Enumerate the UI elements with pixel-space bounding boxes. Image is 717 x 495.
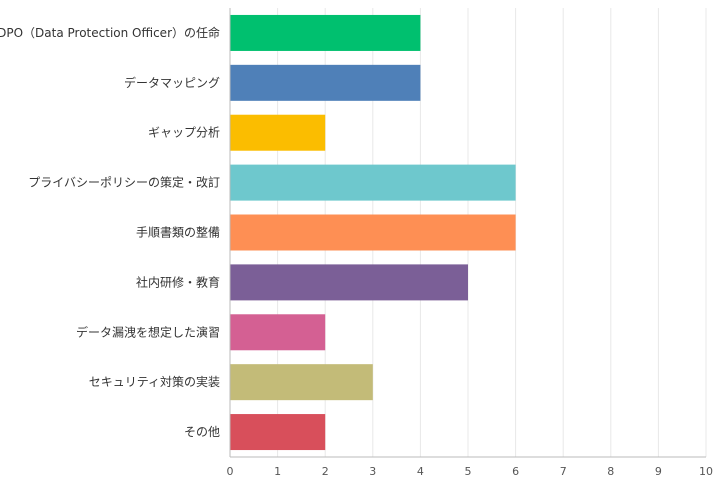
- bar-1: [230, 64, 421, 101]
- category-label-6: データ漏洩を想定した演習: [76, 324, 220, 339]
- category-label-2: ギャップ分析: [148, 126, 220, 140]
- bar-2: [230, 114, 326, 151]
- category-label-8: その他: [184, 425, 220, 439]
- x-tick-label-6: 6: [512, 465, 519, 478]
- x-tick-label-5: 5: [465, 465, 472, 478]
- bar-4: [230, 214, 516, 251]
- x-tick-label-1: 1: [274, 465, 281, 478]
- bar-7: [230, 364, 373, 401]
- category-label-5: 社内研修・教育: [136, 274, 220, 289]
- x-tick-label-10: 10: [699, 465, 713, 478]
- x-tick-label-3: 3: [369, 465, 376, 478]
- x-tick-label-4: 4: [417, 465, 424, 478]
- category-label-1: データマッピング: [124, 75, 220, 90]
- x-tick-label-2: 2: [322, 465, 329, 478]
- category-label-3: プライバシーポリシーの策定・改訂: [28, 175, 220, 190]
- category-label-0: DPO（Data Protection Officer）の任命: [0, 25, 220, 40]
- bar-3: [230, 164, 516, 201]
- bar-8: [230, 414, 326, 451]
- x-tick-label-9: 9: [655, 465, 662, 478]
- x-tick-label-8: 8: [607, 465, 614, 478]
- bar-5: [230, 264, 468, 301]
- x-tick-label-7: 7: [560, 465, 567, 478]
- bar-0: [230, 14, 421, 51]
- bar-6: [230, 314, 326, 351]
- category-label-4: 手順書類の整備: [136, 225, 220, 240]
- x-tick-label-0: 0: [227, 465, 234, 478]
- category-label-7: セキュリティ対策の実装: [89, 374, 220, 389]
